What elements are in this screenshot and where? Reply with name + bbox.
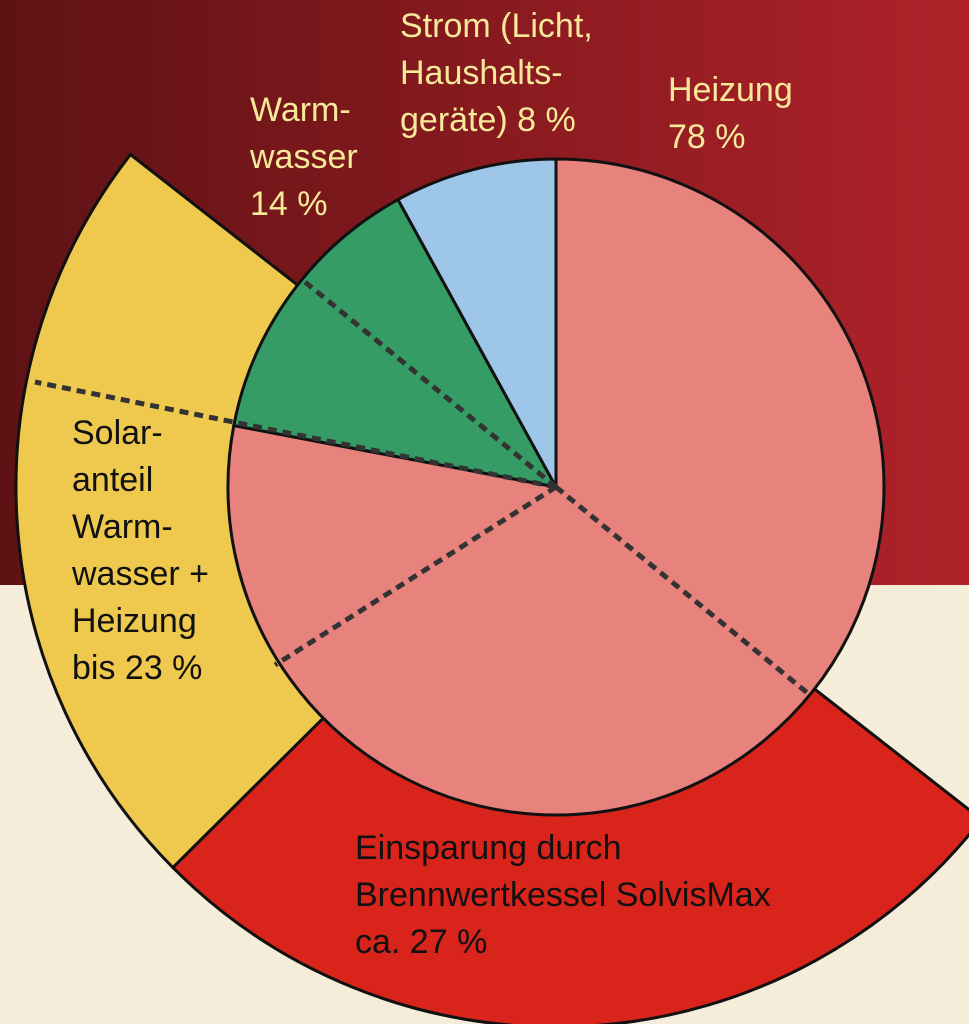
slice-label: Solar- xyxy=(72,414,163,452)
slice-label: wasser + xyxy=(71,555,209,593)
slice-label: Strom (Licht, xyxy=(400,7,593,45)
pie-slice xyxy=(226,157,886,817)
pie-slice xyxy=(232,197,559,490)
slice-label: Heizung xyxy=(72,602,197,640)
slice-label: anteil xyxy=(72,461,153,499)
slice-label: 78 % xyxy=(668,118,746,156)
dashed-lines xyxy=(34,280,812,697)
slice-label: Brennwertkessel SolvisMax xyxy=(355,876,771,914)
slice-label: Warm- xyxy=(250,91,351,129)
slice-label: geräte) 8 % xyxy=(400,101,576,139)
slice-label: Einsparung durch xyxy=(355,829,622,867)
pie-slice xyxy=(395,157,558,488)
slice-label: Warm- xyxy=(72,508,173,546)
slice-label: wasser xyxy=(249,138,358,176)
slice-label: Heizung xyxy=(668,71,793,109)
slice-label: bis 23 % xyxy=(72,649,202,687)
slice-label: ca. 27 % xyxy=(355,923,487,961)
slice-label: Haushalts- xyxy=(400,54,563,92)
slice-label: 14 % xyxy=(250,185,328,223)
